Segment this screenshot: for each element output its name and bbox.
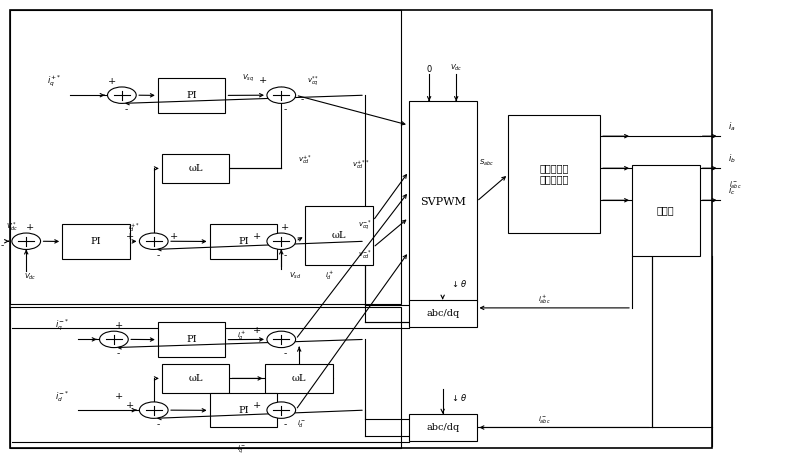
Text: PI: PI (238, 406, 249, 415)
Text: $i_q^+$: $i_q^+$ (237, 329, 246, 343)
Text: $V_{dc}$: $V_{dc}$ (450, 63, 462, 73)
FancyBboxPatch shape (409, 414, 477, 441)
Text: +: + (115, 392, 124, 401)
Text: $i_a$: $i_a$ (728, 121, 735, 133)
Text: -: - (1, 241, 4, 251)
Text: $i_{abc}^-$: $i_{abc}^-$ (730, 179, 742, 190)
Text: $i_{abc}^+$: $i_{abc}^+$ (538, 294, 550, 306)
FancyBboxPatch shape (409, 101, 477, 302)
Text: -: - (124, 105, 127, 114)
Text: +: + (254, 232, 262, 241)
Text: -: - (284, 349, 287, 359)
Text: +: + (281, 223, 290, 232)
FancyBboxPatch shape (158, 78, 226, 113)
Text: PI: PI (186, 335, 197, 344)
FancyBboxPatch shape (210, 224, 278, 259)
Text: $\downarrow\theta$: $\downarrow\theta$ (450, 278, 467, 289)
Text: $\downarrow\theta$: $\downarrow\theta$ (450, 393, 467, 403)
FancyBboxPatch shape (162, 153, 230, 183)
Text: ωL: ωL (292, 374, 306, 383)
Text: $v_{cq}^{-*}$: $v_{cq}^{-*}$ (358, 218, 372, 233)
FancyBboxPatch shape (62, 224, 130, 259)
FancyBboxPatch shape (162, 364, 230, 393)
Text: $V_{dc}^*$: $V_{dc}^*$ (6, 221, 19, 234)
Text: +: + (254, 401, 262, 410)
Text: +: + (170, 232, 178, 241)
Text: abc/dq: abc/dq (426, 309, 459, 318)
Text: $v_{cd}^{+*}$: $v_{cd}^{+*}$ (298, 153, 312, 167)
Text: $i_d^{-*}$: $i_d^{-*}$ (55, 389, 69, 404)
FancyBboxPatch shape (158, 322, 226, 357)
Text: -: - (284, 251, 287, 260)
FancyBboxPatch shape (409, 300, 477, 327)
Text: -: - (116, 349, 119, 359)
Text: $v_{cd}^{-*}$: $v_{cd}^{-*}$ (358, 249, 372, 262)
Text: $0$: $0$ (426, 63, 433, 74)
FancyBboxPatch shape (305, 206, 373, 266)
FancyBboxPatch shape (266, 364, 333, 393)
Circle shape (267, 402, 296, 418)
Text: +: + (115, 321, 124, 330)
Text: SVPWM: SVPWM (420, 196, 466, 207)
FancyBboxPatch shape (509, 115, 600, 234)
Text: +: + (259, 76, 267, 85)
Text: -: - (156, 420, 159, 429)
Circle shape (107, 87, 136, 104)
Text: -: - (156, 251, 159, 260)
Circle shape (99, 331, 128, 348)
Text: ωL: ωL (188, 164, 203, 173)
Circle shape (139, 402, 168, 418)
Circle shape (139, 233, 168, 250)
Text: 三电平静止
同步补唇器: 三电平静止 同步补唇器 (539, 164, 569, 184)
Text: $V_{dc}$: $V_{dc}$ (24, 272, 37, 282)
Text: $i_b$: $i_b$ (728, 153, 735, 165)
Text: ωL: ωL (332, 231, 346, 240)
Text: $i_d^{+*}$: $i_d^{+*}$ (128, 222, 140, 235)
Circle shape (267, 233, 296, 250)
Text: ωL: ωL (188, 374, 203, 383)
Text: $i_q^{+*}$: $i_q^{+*}$ (47, 74, 61, 89)
Text: $v_{cq}^{**}$: $v_{cq}^{**}$ (307, 74, 319, 89)
Text: +: + (108, 77, 117, 86)
Text: $i_d^+$: $i_d^+$ (325, 269, 334, 282)
Text: -: - (284, 420, 287, 429)
Circle shape (267, 331, 296, 348)
Text: $V_{sq}$: $V_{sq}$ (242, 72, 254, 84)
Text: $i_d^-$: $i_d^-$ (297, 418, 306, 429)
Text: +: + (26, 223, 34, 232)
Circle shape (267, 87, 296, 104)
Text: $i_{abc}^-$: $i_{abc}^-$ (538, 414, 550, 425)
Text: +: + (254, 326, 262, 335)
Text: abc/dq: abc/dq (426, 423, 459, 432)
Text: -: - (300, 95, 304, 104)
Text: $i_c$: $i_c$ (728, 185, 735, 197)
Text: PI: PI (90, 237, 102, 246)
Text: PI: PI (238, 237, 249, 246)
FancyBboxPatch shape (210, 393, 278, 427)
Text: $v_{cd}^{+**}$: $v_{cd}^{+**}$ (352, 159, 370, 172)
Text: $i_q^{-*}$: $i_q^{-*}$ (55, 318, 69, 333)
Text: +: + (126, 401, 134, 410)
Text: PI: PI (186, 91, 197, 100)
Text: $V_{sd}$: $V_{sd}$ (290, 270, 302, 281)
FancyBboxPatch shape (632, 165, 700, 256)
Text: $i_q^-$: $i_q^-$ (237, 443, 246, 456)
Text: +: + (126, 232, 134, 241)
Text: $S_{abc}$: $S_{abc}$ (478, 158, 494, 168)
Text: 序分解: 序分解 (657, 206, 674, 215)
Circle shape (12, 233, 41, 250)
Text: -: - (284, 105, 287, 114)
